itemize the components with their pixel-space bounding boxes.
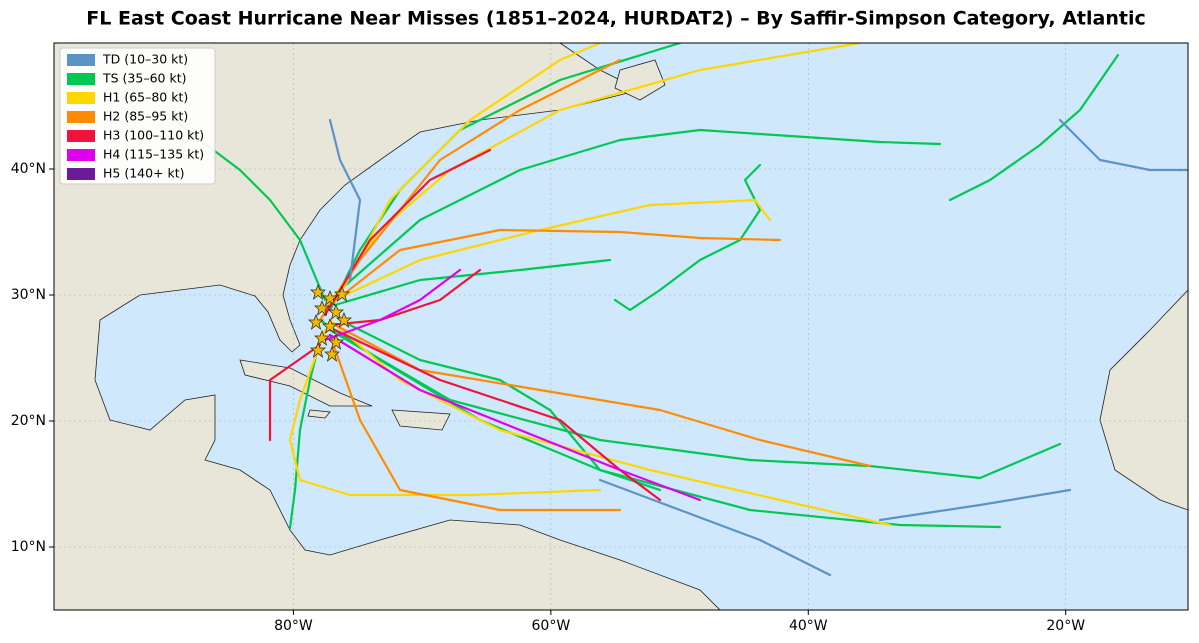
legend-swatch <box>67 73 95 85</box>
graticule <box>54 43 1188 610</box>
map-frame <box>53 42 1189 611</box>
legend-label: TS (35–60 kt) <box>102 71 186 86</box>
x-tick-label: 40°W <box>789 618 828 634</box>
map-area <box>54 43 1188 610</box>
x-tick-label: 80°W <box>274 618 313 634</box>
legend-swatch <box>67 130 95 142</box>
y-tick-label: 10°N <box>11 539 46 555</box>
map-title: FL East Coast Hurricane Near Misses (185… <box>86 8 1145 30</box>
legend-label: H1 (65–80 kt) <box>103 90 188 105</box>
x-tick-label: 20°W <box>1046 618 1085 634</box>
legend-label: H2 (85–95 kt) <box>103 109 188 124</box>
legend-label: TD (10–30 kt) <box>102 52 188 67</box>
legend-label: H5 (140+ kt) <box>103 166 185 181</box>
legend-swatch <box>67 149 95 161</box>
legend-label: H4 (115–135 kt) <box>103 147 204 162</box>
legend-swatch <box>67 168 95 180</box>
y-tick-label: 30°N <box>11 287 46 303</box>
storm-tracks <box>173 43 1188 577</box>
legend-box <box>59 47 216 185</box>
axes: 80°W 60°W 40°W 20°W 10°N 20°N 30°N 40°N <box>11 161 1085 634</box>
legend-swatch <box>67 54 95 66</box>
x-tick-label: 60°W <box>532 618 571 634</box>
legend: TD (10–30 kt) TS (35–60 kt) H1 (65–80 kt) H… <box>59 47 216 185</box>
y-tick-label: 20°N <box>11 413 46 429</box>
legend-swatch <box>67 111 95 123</box>
land <box>54 43 1188 610</box>
legend-swatch <box>67 92 95 104</box>
y-tick-label: 40°N <box>11 161 46 177</box>
legend-label: H3 (100–110 kt) <box>103 128 204 143</box>
